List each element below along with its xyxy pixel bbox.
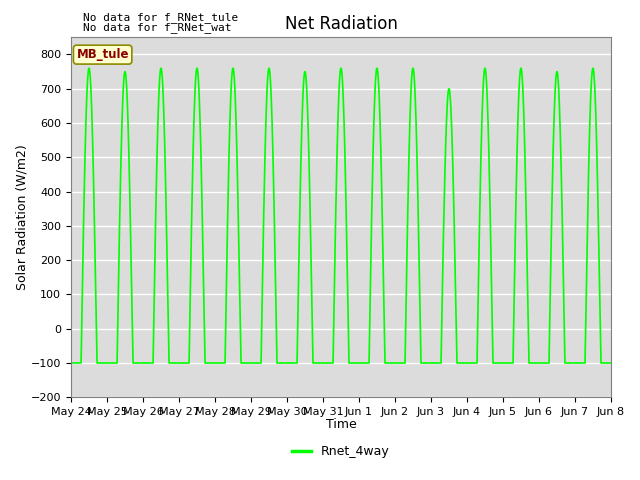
Text: MB_tule: MB_tule: [76, 48, 129, 61]
Text: No data for f̲RNet̲wat: No data for f̲RNet̲wat: [83, 22, 232, 33]
Legend: Rnet_4way: Rnet_4way: [287, 440, 395, 463]
Text: No data for f_RNet_tule: No data for f_RNet_tule: [83, 12, 239, 23]
X-axis label: Time: Time: [326, 419, 356, 432]
Title: Net Radiation: Net Radiation: [285, 15, 397, 33]
Y-axis label: Solar Radiation (W/m2): Solar Radiation (W/m2): [15, 144, 28, 290]
